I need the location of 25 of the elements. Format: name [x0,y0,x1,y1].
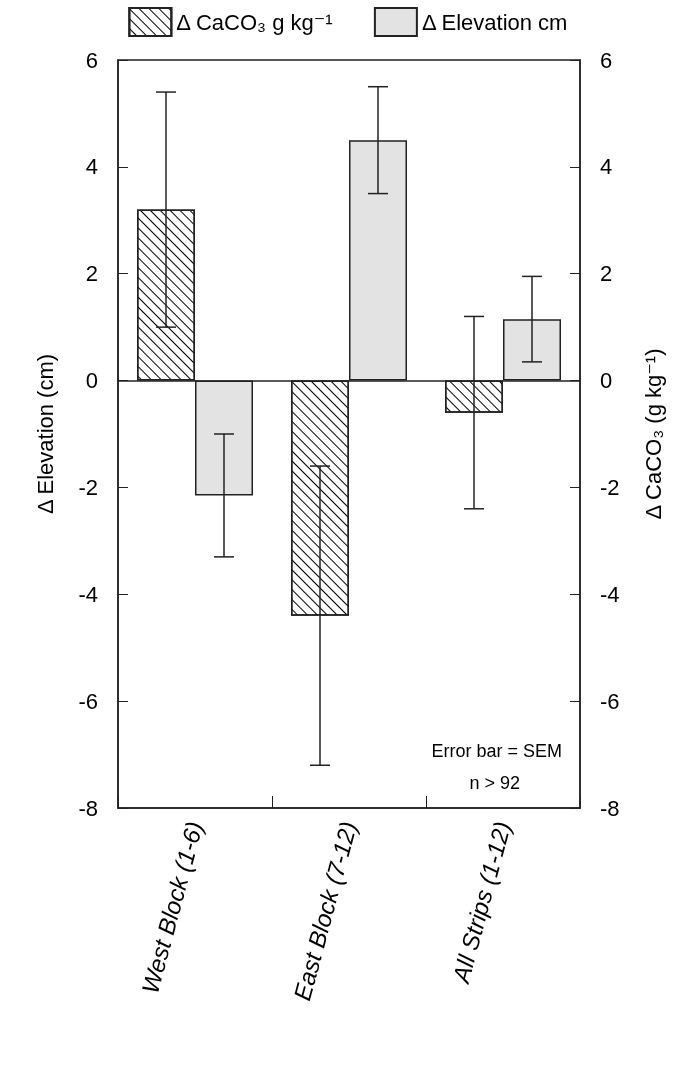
y-tick-label: -4 [78,581,98,607]
y-tick-label: 0 [85,368,98,394]
y-tick-label: -8 [78,795,98,821]
y2-tick-label: -2 [600,474,620,500]
y-tick-label: 4 [85,154,98,180]
y2-tick-label: -4 [600,581,620,607]
y2-tick-label: -6 [600,688,620,714]
y-tick-label: -2 [78,474,98,500]
y-axis-title: Δ Elevation (cm) [32,353,58,515]
y2-tick-label: -8 [600,795,620,821]
y2-tick-label: 2 [600,261,613,287]
y-tick-label: -6 [78,688,98,714]
y2-tick-label: 4 [600,154,613,180]
y-tick-label: 6 [85,47,98,73]
legend-label: Δ CaCO₃ g kg⁻¹ [176,9,333,35]
y2-axis-title: Δ CaCO₃ (g kg⁻¹) [640,348,666,520]
y2-tick-label: 6 [600,47,613,73]
annotation: Error bar = SEM [431,741,563,761]
x-tick-label: East Block (7-12) [288,818,363,1004]
annotation: n > 92 [469,773,520,793]
legend-label: Δ Elevation cm [421,9,568,35]
y-tick-label: 2 [85,261,98,287]
x-tick-label: All Strips (1-12) [446,818,517,988]
x-tick-label: West Block (1-6) [136,818,209,997]
y2-tick-label: 0 [600,368,613,394]
